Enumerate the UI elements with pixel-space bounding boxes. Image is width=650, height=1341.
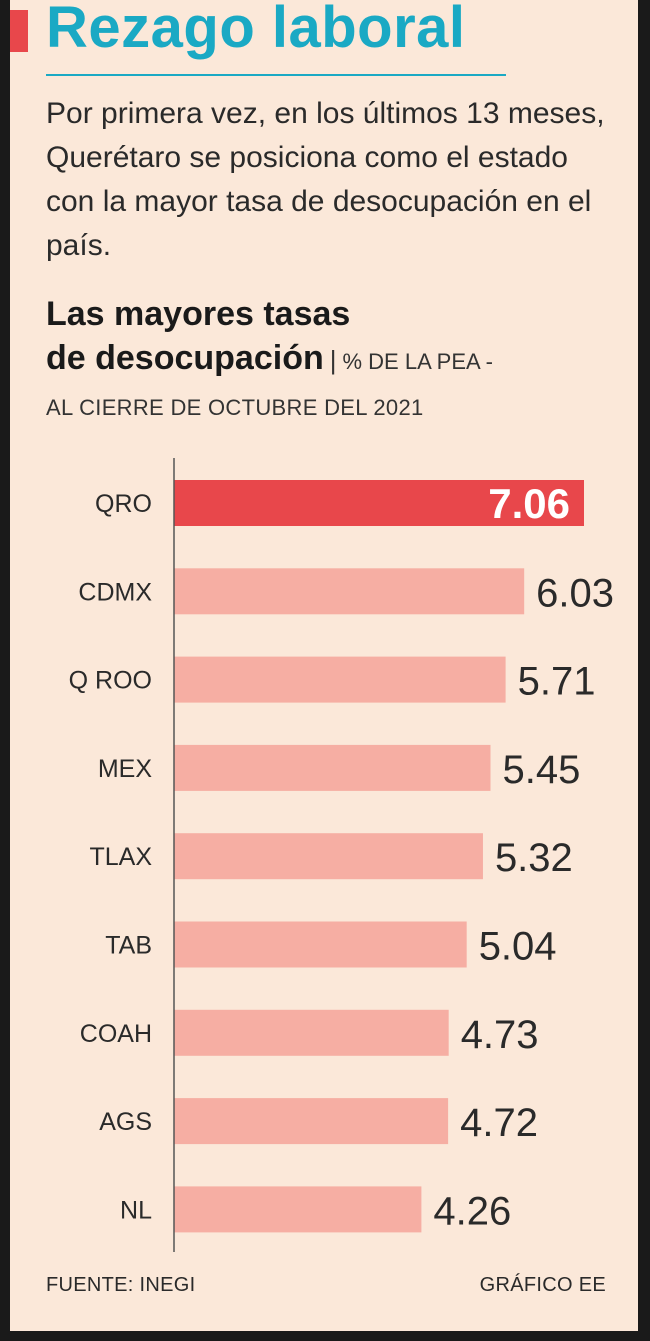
category-label: TAB [105, 932, 152, 960]
title-underline [46, 74, 506, 76]
bar-cdmx [174, 568, 525, 615]
accent-marker [10, 10, 28, 52]
category-label: CDMX [78, 578, 152, 606]
category-label: QRO [95, 490, 152, 518]
bar-tab [174, 921, 467, 968]
bar-nl [174, 1186, 422, 1233]
source-note: FUENTE: INEGI [46, 1274, 196, 1296]
value-label: 5.71 [518, 660, 596, 704]
bar-tlax [174, 833, 483, 880]
chart-title-line1: Las mayores tasas [46, 295, 351, 333]
intro-text: Por primera vez, en los últimos 13 meses… [46, 97, 605, 262]
bar-q-roo [174, 656, 506, 703]
page-title: Rezago laboral [46, 0, 466, 60]
value-label: 5.45 [503, 748, 581, 792]
value-label: 7.06 [488, 480, 570, 527]
chart-title-line2-wrap: de desocupación |% DE LA PEA - [46, 336, 606, 384]
bar-ags [174, 1098, 449, 1145]
title-separator: | [329, 345, 337, 375]
value-label: 5.04 [479, 925, 557, 969]
graphic-credit: GRÁFICO EE [479, 1274, 606, 1296]
chart-title-line2: de desocupación [46, 339, 324, 377]
chart-unit-part2: AL CIERRE DE OCTUBRE DEL 2021 [46, 395, 424, 420]
value-label: 4.72 [460, 1101, 538, 1145]
bar-qro [174, 480, 584, 526]
chart-title: Las mayores tasas de desocupación |% DE L… [46, 292, 606, 384]
category-label: NL [120, 1196, 152, 1224]
value-label: 5.32 [495, 836, 573, 880]
category-label: TLAX [89, 843, 152, 871]
category-label: AGS [99, 1108, 152, 1136]
category-label: Q ROO [69, 667, 152, 695]
category-label: MEX [98, 755, 153, 783]
chart-unit-part1: % DE LA PEA - [342, 349, 493, 374]
value-label: 4.26 [433, 1189, 511, 1233]
category-label: COAH [80, 1020, 152, 1048]
value-label: 4.73 [461, 1013, 539, 1057]
bar-mex [174, 744, 491, 791]
bar-coah [174, 1009, 449, 1056]
value-label: 6.03 [536, 571, 614, 615]
